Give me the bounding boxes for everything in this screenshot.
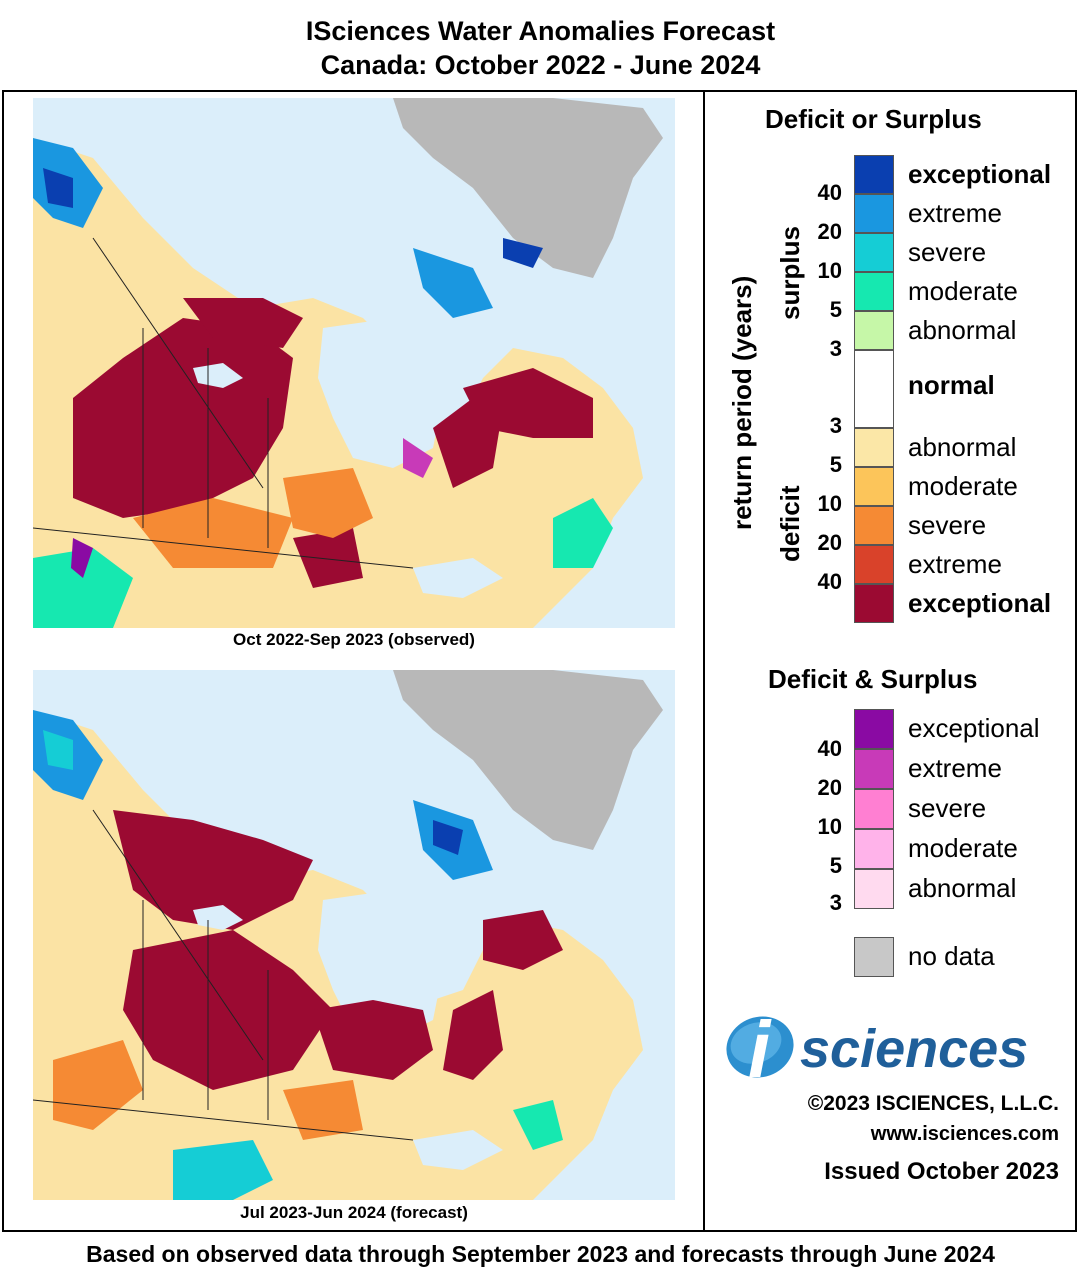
legend-swatch-6 <box>854 428 894 467</box>
legend-label-8: severe <box>908 510 987 540</box>
legend-label-5: normal <box>908 370 995 400</box>
legend-swatch-1 <box>854 194 894 233</box>
copyright: ©2023 ISCIENCES, L.L.C. <box>807 1092 1059 1115</box>
legend-combined-label-4: abnormal <box>908 873 1017 903</box>
legend-combined-label-2: severe <box>908 793 987 823</box>
legend-combined-label-1: extreme <box>908 753 1002 783</box>
legend-swatch-5 <box>854 350 894 428</box>
legend-tick-surplus: 40 <box>817 180 842 205</box>
legend-label-1: extreme <box>908 198 1002 228</box>
legend-combined-label-3: moderate <box>908 833 1018 863</box>
map-observed-graphic <box>33 98 663 628</box>
legend-combined-swatch-0 <box>854 709 894 749</box>
legend-combined-swatch-4 <box>854 869 894 909</box>
legend-combined-swatch-1 <box>854 749 894 789</box>
legend-tick-combined: 40 <box>817 736 842 761</box>
logo-wordmark: sciences <box>800 1019 1028 1079</box>
legend-tick-surplus: 3 <box>829 336 842 361</box>
legend-label-2: severe <box>908 237 987 267</box>
legend-tick-deficit: 3 <box>829 413 842 438</box>
legend-swatch-8 <box>854 506 894 545</box>
legend-tick-surplus: 5 <box>829 297 842 322</box>
main-subtitle: Canada: October 2022 - June 2024 <box>320 50 761 80</box>
legend-deficit-label: deficit <box>775 485 805 562</box>
legend-title-combined: Deficit & Surplus <box>768 664 978 694</box>
figure-frame <box>2 90 1077 1232</box>
legend-swatch-3 <box>854 272 894 311</box>
legend-label-3: moderate <box>908 276 1018 306</box>
map-forecast <box>33 670 675 1200</box>
legend-tick-combined: 10 <box>817 814 842 839</box>
legend-title-deficit-surplus: Deficit or Surplus <box>765 104 982 134</box>
map-observed <box>33 98 675 628</box>
map-observed-caption: Oct 2022-Sep 2023 (observed) <box>233 630 475 649</box>
legend-combined-label-0: exceptional <box>908 713 1040 743</box>
footer-note: Based on observed data through September… <box>86 1241 995 1267</box>
legend-combined-swatch-3 <box>854 829 894 869</box>
legend-axis-label: return period (years) <box>727 275 757 530</box>
legend-swatch-0 <box>854 155 894 194</box>
legend-surplus-label: surplus <box>775 226 805 320</box>
legend-label-10: exceptional <box>908 588 1052 618</box>
map-forecast-caption: Jul 2023-Jun 2024 (forecast) <box>240 1203 468 1222</box>
legend-tick-deficit: 5 <box>829 452 842 477</box>
legend-label-7: moderate <box>908 471 1018 501</box>
legend-label-4: abnormal <box>908 315 1017 345</box>
no-data-label: no data <box>908 941 995 971</box>
website-link[interactable]: www.isciences.com <box>870 1123 1059 1145</box>
main-title: ISciences Water Anomalies Forecast <box>305 16 776 46</box>
legend-swatch-2 <box>854 233 894 272</box>
legend-label-9: extreme <box>908 549 1002 579</box>
legend-tick-combined: 20 <box>817 775 842 800</box>
legend-label-6: abnormal <box>908 432 1017 462</box>
legend-tick-combined: 5 <box>829 853 842 878</box>
legend-tick-deficit: 10 <box>817 491 842 516</box>
logo-letter: i <box>748 1005 772 1090</box>
legend-swatch-4 <box>854 311 894 350</box>
issued-date: Issued October 2023 <box>824 1158 1059 1185</box>
map-forecast-graphic <box>33 670 663 1200</box>
legend-tick-deficit: 40 <box>817 569 842 594</box>
legend-combined-swatch-2 <box>854 789 894 829</box>
legend-tick-surplus: 20 <box>817 219 842 244</box>
legend-tick-deficit: 20 <box>817 530 842 555</box>
legend-swatch-7 <box>854 467 894 506</box>
no-data-swatch <box>854 937 894 977</box>
legend-tick-surplus: 10 <box>817 258 842 283</box>
legend-label-0: exceptional <box>908 159 1052 189</box>
legend-swatch-9 <box>854 545 894 584</box>
isciences-logo: i sciences <box>722 1005 1067 1094</box>
legend-tick-combined: 3 <box>829 890 842 915</box>
legend-swatch-10 <box>854 584 894 623</box>
panel-divider <box>703 90 705 1232</box>
